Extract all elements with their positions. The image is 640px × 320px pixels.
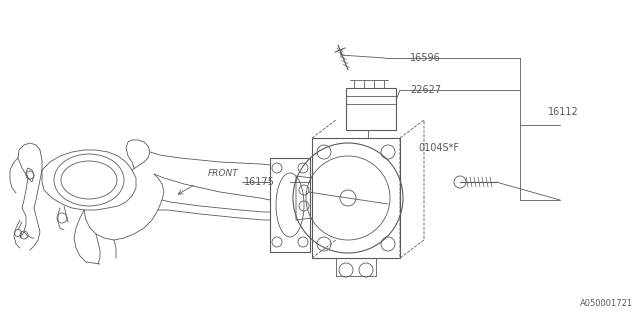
Text: 0104S*F: 0104S*F (418, 143, 459, 153)
Text: 16175: 16175 (244, 177, 275, 187)
Bar (346, 88, 396, 130)
Text: 16112: 16112 (548, 107, 579, 117)
Text: FRONT: FRONT (208, 169, 239, 178)
Text: 16596: 16596 (410, 53, 441, 63)
Text: 22627: 22627 (410, 85, 441, 95)
Text: A050001721: A050001721 (580, 299, 633, 308)
Bar (270, 158, 310, 252)
